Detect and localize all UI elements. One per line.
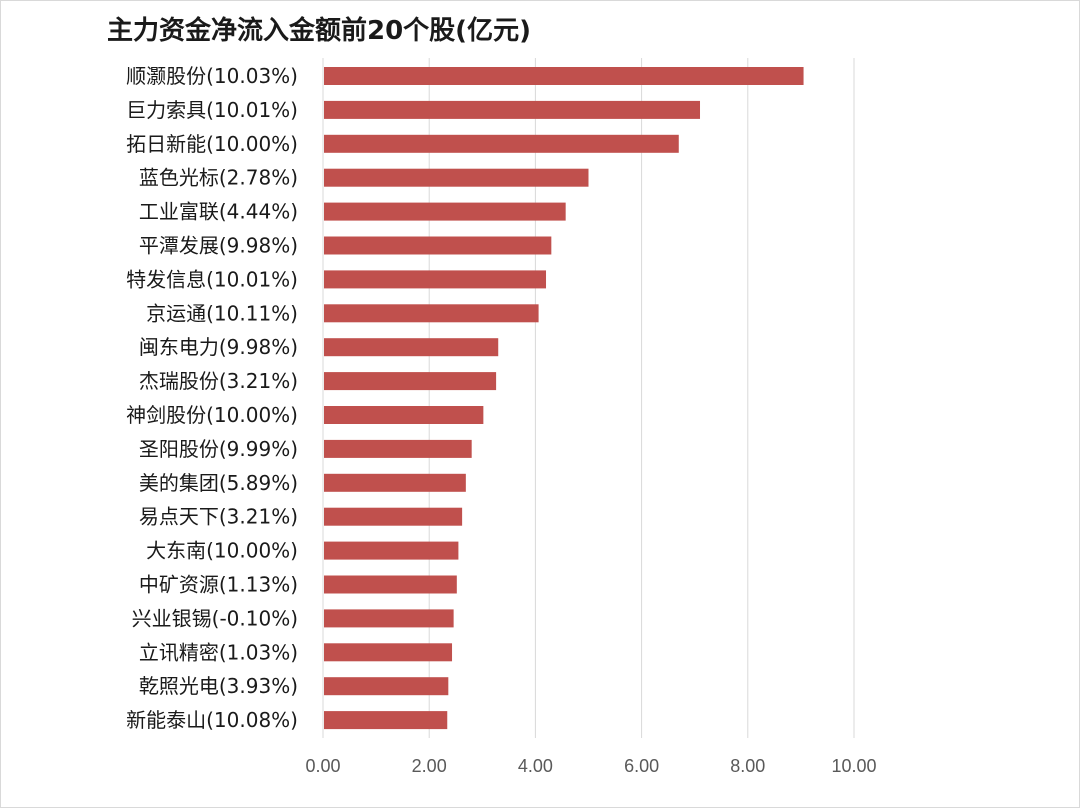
bar-0 xyxy=(324,67,804,85)
bar-2 xyxy=(324,134,679,153)
category-label-9: 杰瑞股份(3.21%) xyxy=(139,369,298,393)
category-label-16: 兴业银锡(-0.10%) xyxy=(132,606,298,630)
category-label-17: 立讯精密(1.03%) xyxy=(139,640,298,664)
x-tick-label-0: 0.00 xyxy=(305,756,340,776)
category-label-2: 拓日新能(10.00%) xyxy=(126,132,298,156)
category-label-18: 乾照光电(3.93%) xyxy=(139,674,298,698)
bar-15 xyxy=(324,575,457,594)
category-label-19: 新能泰山(10.08%) xyxy=(126,708,298,732)
category-label-3: 蓝色光标(2.78%) xyxy=(139,166,298,190)
category-label-8: 闽东电力(9.98%) xyxy=(139,335,298,359)
x-tick-label-3: 6.00 xyxy=(624,756,659,776)
bar-13 xyxy=(324,507,463,526)
bar-17 xyxy=(324,643,453,662)
category-label-0: 顺灏股份(10.03%) xyxy=(126,64,298,88)
bar-1 xyxy=(324,100,701,119)
bar-16 xyxy=(324,609,454,628)
category-label-13: 易点天下(3.21%) xyxy=(139,505,298,529)
bar-9 xyxy=(324,372,497,391)
x-tick-label-5: 10.00 xyxy=(831,756,876,776)
x-tick-label-4: 8.00 xyxy=(730,756,765,776)
bar-14 xyxy=(324,541,459,560)
bar-7 xyxy=(324,304,539,323)
bar-3 xyxy=(324,168,589,187)
category-label-12: 美的集团(5.89%) xyxy=(139,471,298,495)
bar-5 xyxy=(324,236,552,255)
category-label-15: 中矿资源(1.13%) xyxy=(139,573,298,597)
category-label-14: 大东南(10.00%) xyxy=(146,539,298,563)
x-tick-label-2: 4.00 xyxy=(518,756,553,776)
bar-6 xyxy=(324,270,547,289)
bar-4 xyxy=(324,202,566,221)
category-label-1: 巨力索具(10.01%) xyxy=(126,98,298,122)
bar-12 xyxy=(324,473,466,492)
bar-8 xyxy=(324,338,499,357)
category-label-5: 平潭发展(9.98%) xyxy=(139,234,298,258)
bar-11 xyxy=(324,439,472,458)
category-label-10: 神剑股份(10.00%) xyxy=(126,403,298,427)
category-label-7: 京运通(10.11%) xyxy=(146,301,298,325)
bar-18 xyxy=(324,677,449,696)
category-label-11: 圣阳股份(9.99%) xyxy=(139,437,298,461)
bar-10 xyxy=(324,406,484,424)
category-label-6: 特发信息(10.01%) xyxy=(126,267,298,291)
bar-19 xyxy=(324,711,448,730)
chart-title: 主力资金净流入金额前20个股(亿元) xyxy=(107,16,531,46)
category-label-4: 工业富联(4.44%) xyxy=(139,200,298,224)
x-tick-label-1: 2.00 xyxy=(412,756,447,776)
